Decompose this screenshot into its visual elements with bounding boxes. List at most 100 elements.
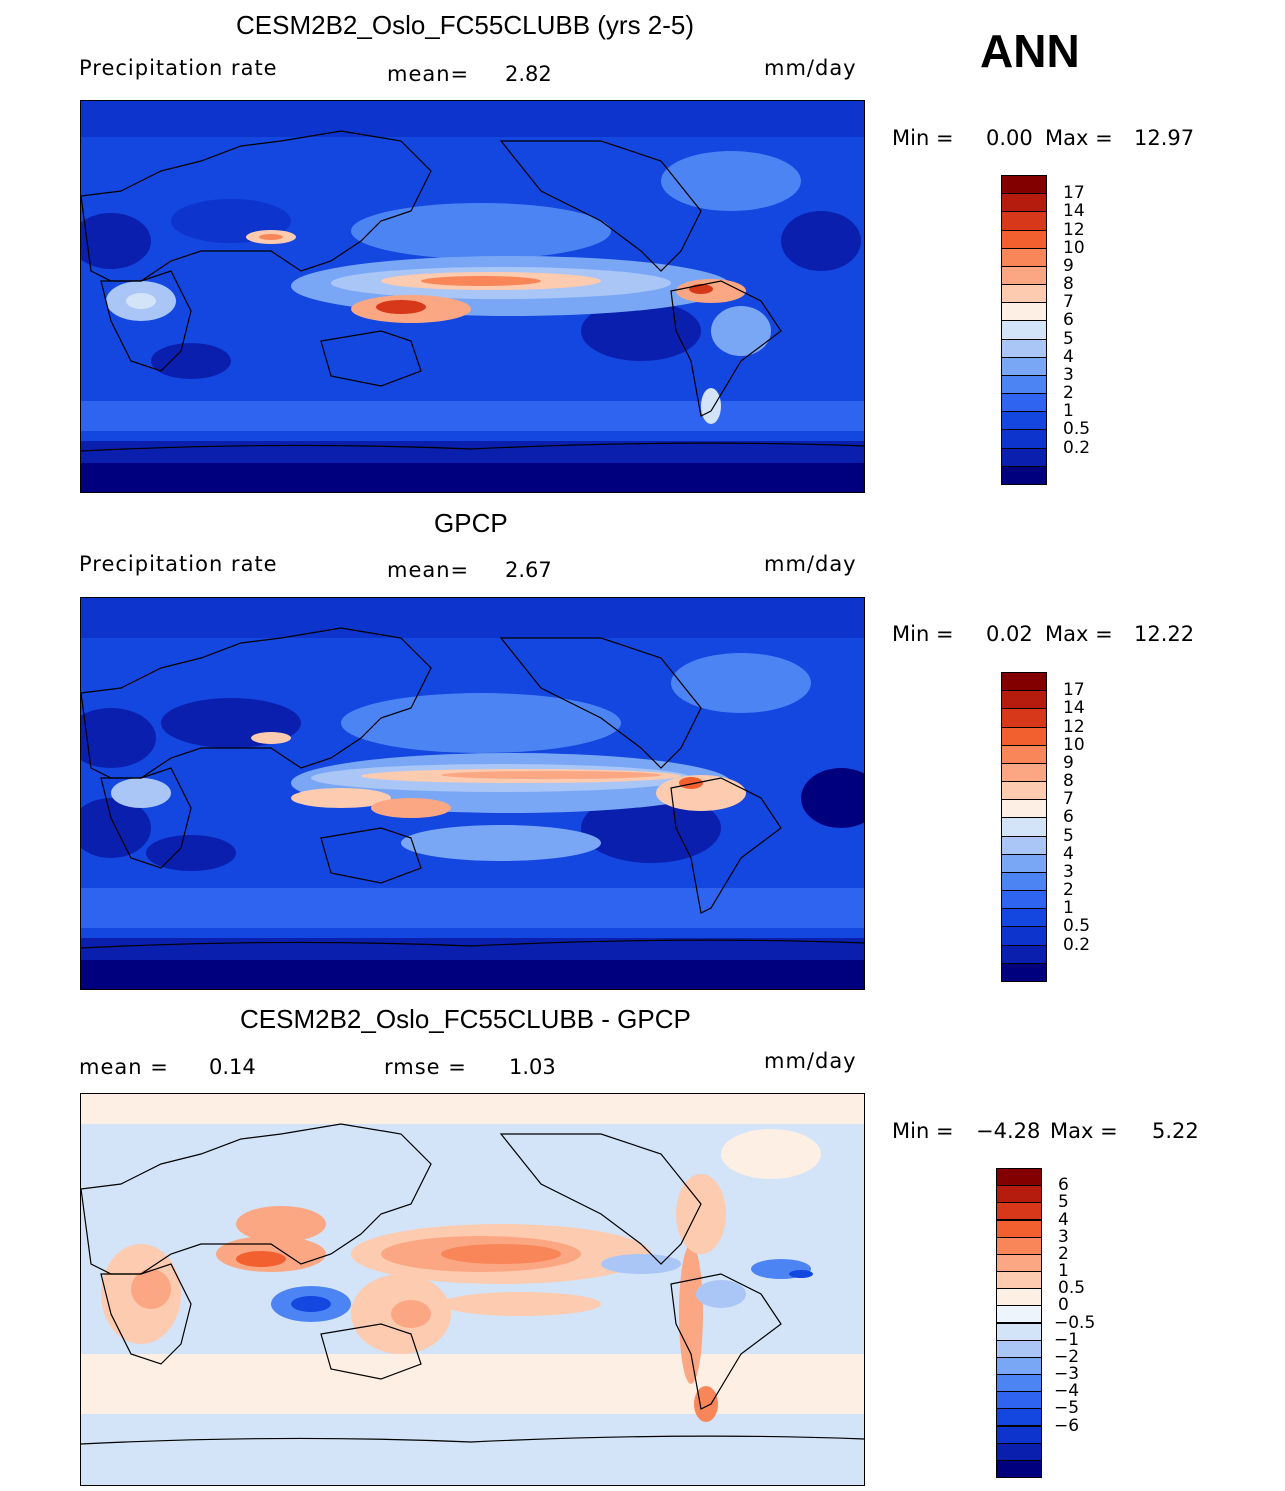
colorbar-swatch <box>996 1339 1042 1358</box>
colorbar-swatch <box>996 1442 1042 1461</box>
colorbar-swatch <box>1001 726 1047 746</box>
panel3-rmse-label: rmse = <box>384 1055 467 1079</box>
colorbar-tick-label: 4 <box>1063 843 1074 864</box>
colorbar-swatch <box>1001 672 1047 692</box>
colorbar-swatch <box>1001 284 1047 304</box>
colorbar-tick-label: −4 <box>1054 1381 1080 1402</box>
colorbar-swatch <box>1001 962 1047 982</box>
colorbar-tick-label: 0.2 <box>1063 437 1091 458</box>
colorbar-swatch <box>1001 229 1047 249</box>
colorbar-swatch <box>996 1202 1042 1221</box>
colorbar-tick-label: 1 <box>1063 401 1074 422</box>
colorbar-swatch <box>996 1459 1042 1478</box>
panel1-min-label: Min = <box>892 126 954 150</box>
colorbar-swatch <box>996 1305 1042 1324</box>
panel1-title: CESM2B2_Oslo_FC55CLUBB (yrs 2-5) <box>236 10 695 40</box>
colorbar-tick-label: 12 <box>1063 716 1085 737</box>
colorbar-swatch <box>1001 465 1047 485</box>
colorbar-tick-label: −6 <box>1054 1415 1080 1436</box>
panel2-title: GPCP <box>434 508 508 538</box>
panel2-mean-value: 2.67 <box>505 558 552 582</box>
colorbar-tick-label: 8 <box>1063 771 1074 792</box>
panel3-rmse-value: 1.03 <box>509 1055 556 1079</box>
colorbar-swatch <box>1001 708 1047 728</box>
panel3-colorbar: 6 5 4 3 2 1 0.5 0 −0.5 −1 −2 −3 −4 −5 −6 <box>996 1168 1095 1478</box>
panel2-units: mm/day <box>764 552 857 576</box>
panel1-min-value: 0.00 <box>986 126 1033 150</box>
colorbar-swatch <box>1001 374 1047 395</box>
colorbar-swatch <box>1001 908 1047 928</box>
colorbar-swatch <box>1001 265 1047 286</box>
colorbar-tick-label: 1 <box>1063 898 1074 919</box>
colorbar-swatch <box>996 1374 1042 1393</box>
panel1-mean-label: mean= <box>387 62 470 86</box>
panel1-colorbar: 17 14 12 10 9 8 7 6 5 4 3 2 1 0.5 0.2 <box>1001 175 1090 485</box>
colorbar-tick-label: 0.5 <box>1063 419 1091 440</box>
colorbar-tick-label: 3 <box>1063 364 1074 385</box>
colorbar-tick-label: 2 <box>1063 383 1074 404</box>
colorbar-swatch <box>1001 302 1047 322</box>
panel3-min-label: Min = <box>892 1119 954 1143</box>
colorbar-tick-label: 0.5 <box>1058 1278 1086 1299</box>
colorbar-swatch <box>1001 193 1047 213</box>
colorbar-tick-label: 4 <box>1058 1209 1069 1230</box>
colorbar-swatch <box>1001 835 1047 855</box>
colorbar-swatch <box>996 1391 1042 1410</box>
colorbar-swatch <box>996 1408 1042 1427</box>
colorbar-swatch <box>1001 447 1047 467</box>
colorbar-tick-label: 10 <box>1063 734 1085 755</box>
colorbar-swatch <box>996 1236 1042 1255</box>
panel1-map <box>80 100 865 493</box>
panel1-variable-label: Precipitation rate <box>79 56 278 80</box>
panel1-max-value: 12.97 <box>1134 126 1195 150</box>
colorbar-tick-label: 12 <box>1063 219 1085 240</box>
colorbar-tick-label: 0 <box>1058 1295 1069 1316</box>
colorbar-tick-label: 10 <box>1063 237 1085 258</box>
colorbar-swatch <box>996 1168 1042 1187</box>
colorbar-swatch <box>1001 429 1047 449</box>
colorbar-tick-label: 14 <box>1063 698 1085 719</box>
colorbar-swatch <box>1001 211 1047 231</box>
colorbar-tick-label: 9 <box>1063 255 1074 276</box>
colorbar-swatch <box>1001 944 1047 964</box>
panel2-min-value: 0.02 <box>986 622 1033 646</box>
colorbar-tick-label: 3 <box>1063 861 1074 882</box>
colorbar-tick-label: −1 <box>1054 1329 1080 1350</box>
panel1-max-label: Max = <box>1045 126 1113 150</box>
colorbar-swatch <box>1001 762 1047 783</box>
colorbar-swatch <box>996 1425 1042 1444</box>
colorbar-tick-label: 1 <box>1058 1261 1069 1281</box>
colorbar-swatch <box>1001 247 1047 267</box>
colorbar-swatch <box>1001 781 1047 801</box>
panel2-map <box>80 597 865 990</box>
panel3-max-value: 5.22 <box>1152 1119 1199 1143</box>
colorbar-tick-label: −0.5 <box>1054 1312 1096 1333</box>
panel3-title: CESM2B2_Oslo_FC55CLUBB - GPCP <box>240 1004 691 1034</box>
colorbar-tick-label: 2 <box>1063 880 1074 901</box>
colorbar-swatch <box>996 1253 1042 1272</box>
colorbar-tick-label: 17 <box>1063 183 1085 204</box>
colorbar-tick-label: −3 <box>1054 1364 1080 1384</box>
colorbar-swatch <box>1001 393 1047 413</box>
panel2-colorbar: 17 14 12 10 9 8 7 6 5 4 3 2 1 0.5 0.2 <box>1001 672 1090 982</box>
colorbar-tick-label: 0.2 <box>1063 934 1091 955</box>
panel2-mean-label: mean= <box>387 558 470 582</box>
panel2-max-value: 12.22 <box>1134 622 1195 646</box>
colorbar-tick-label: 7 <box>1063 789 1074 810</box>
colorbar-tick-label: 5 <box>1063 825 1074 846</box>
colorbar-tick-label: 9 <box>1063 752 1074 773</box>
colorbar-swatch <box>996 1356 1042 1375</box>
colorbar-tick-label: 0.5 <box>1063 916 1091 937</box>
colorbar-swatch <box>1001 356 1047 376</box>
panel2-max-label: Max = <box>1045 622 1113 646</box>
panel3-mean-value: 0.14 <box>209 1055 256 1079</box>
colorbar-swatch <box>996 1271 1042 1290</box>
colorbar-swatch <box>1001 744 1047 764</box>
colorbar-tick-label: 5 <box>1063 328 1074 349</box>
colorbar-swatch <box>996 1288 1042 1307</box>
colorbar-tick-label: −5 <box>1054 1398 1080 1419</box>
season-label: ANN <box>980 25 1080 77</box>
colorbar-tick-label: 6 <box>1058 1175 1069 1196</box>
colorbar-swatch <box>1001 338 1047 358</box>
colorbar-swatch <box>1001 690 1047 710</box>
